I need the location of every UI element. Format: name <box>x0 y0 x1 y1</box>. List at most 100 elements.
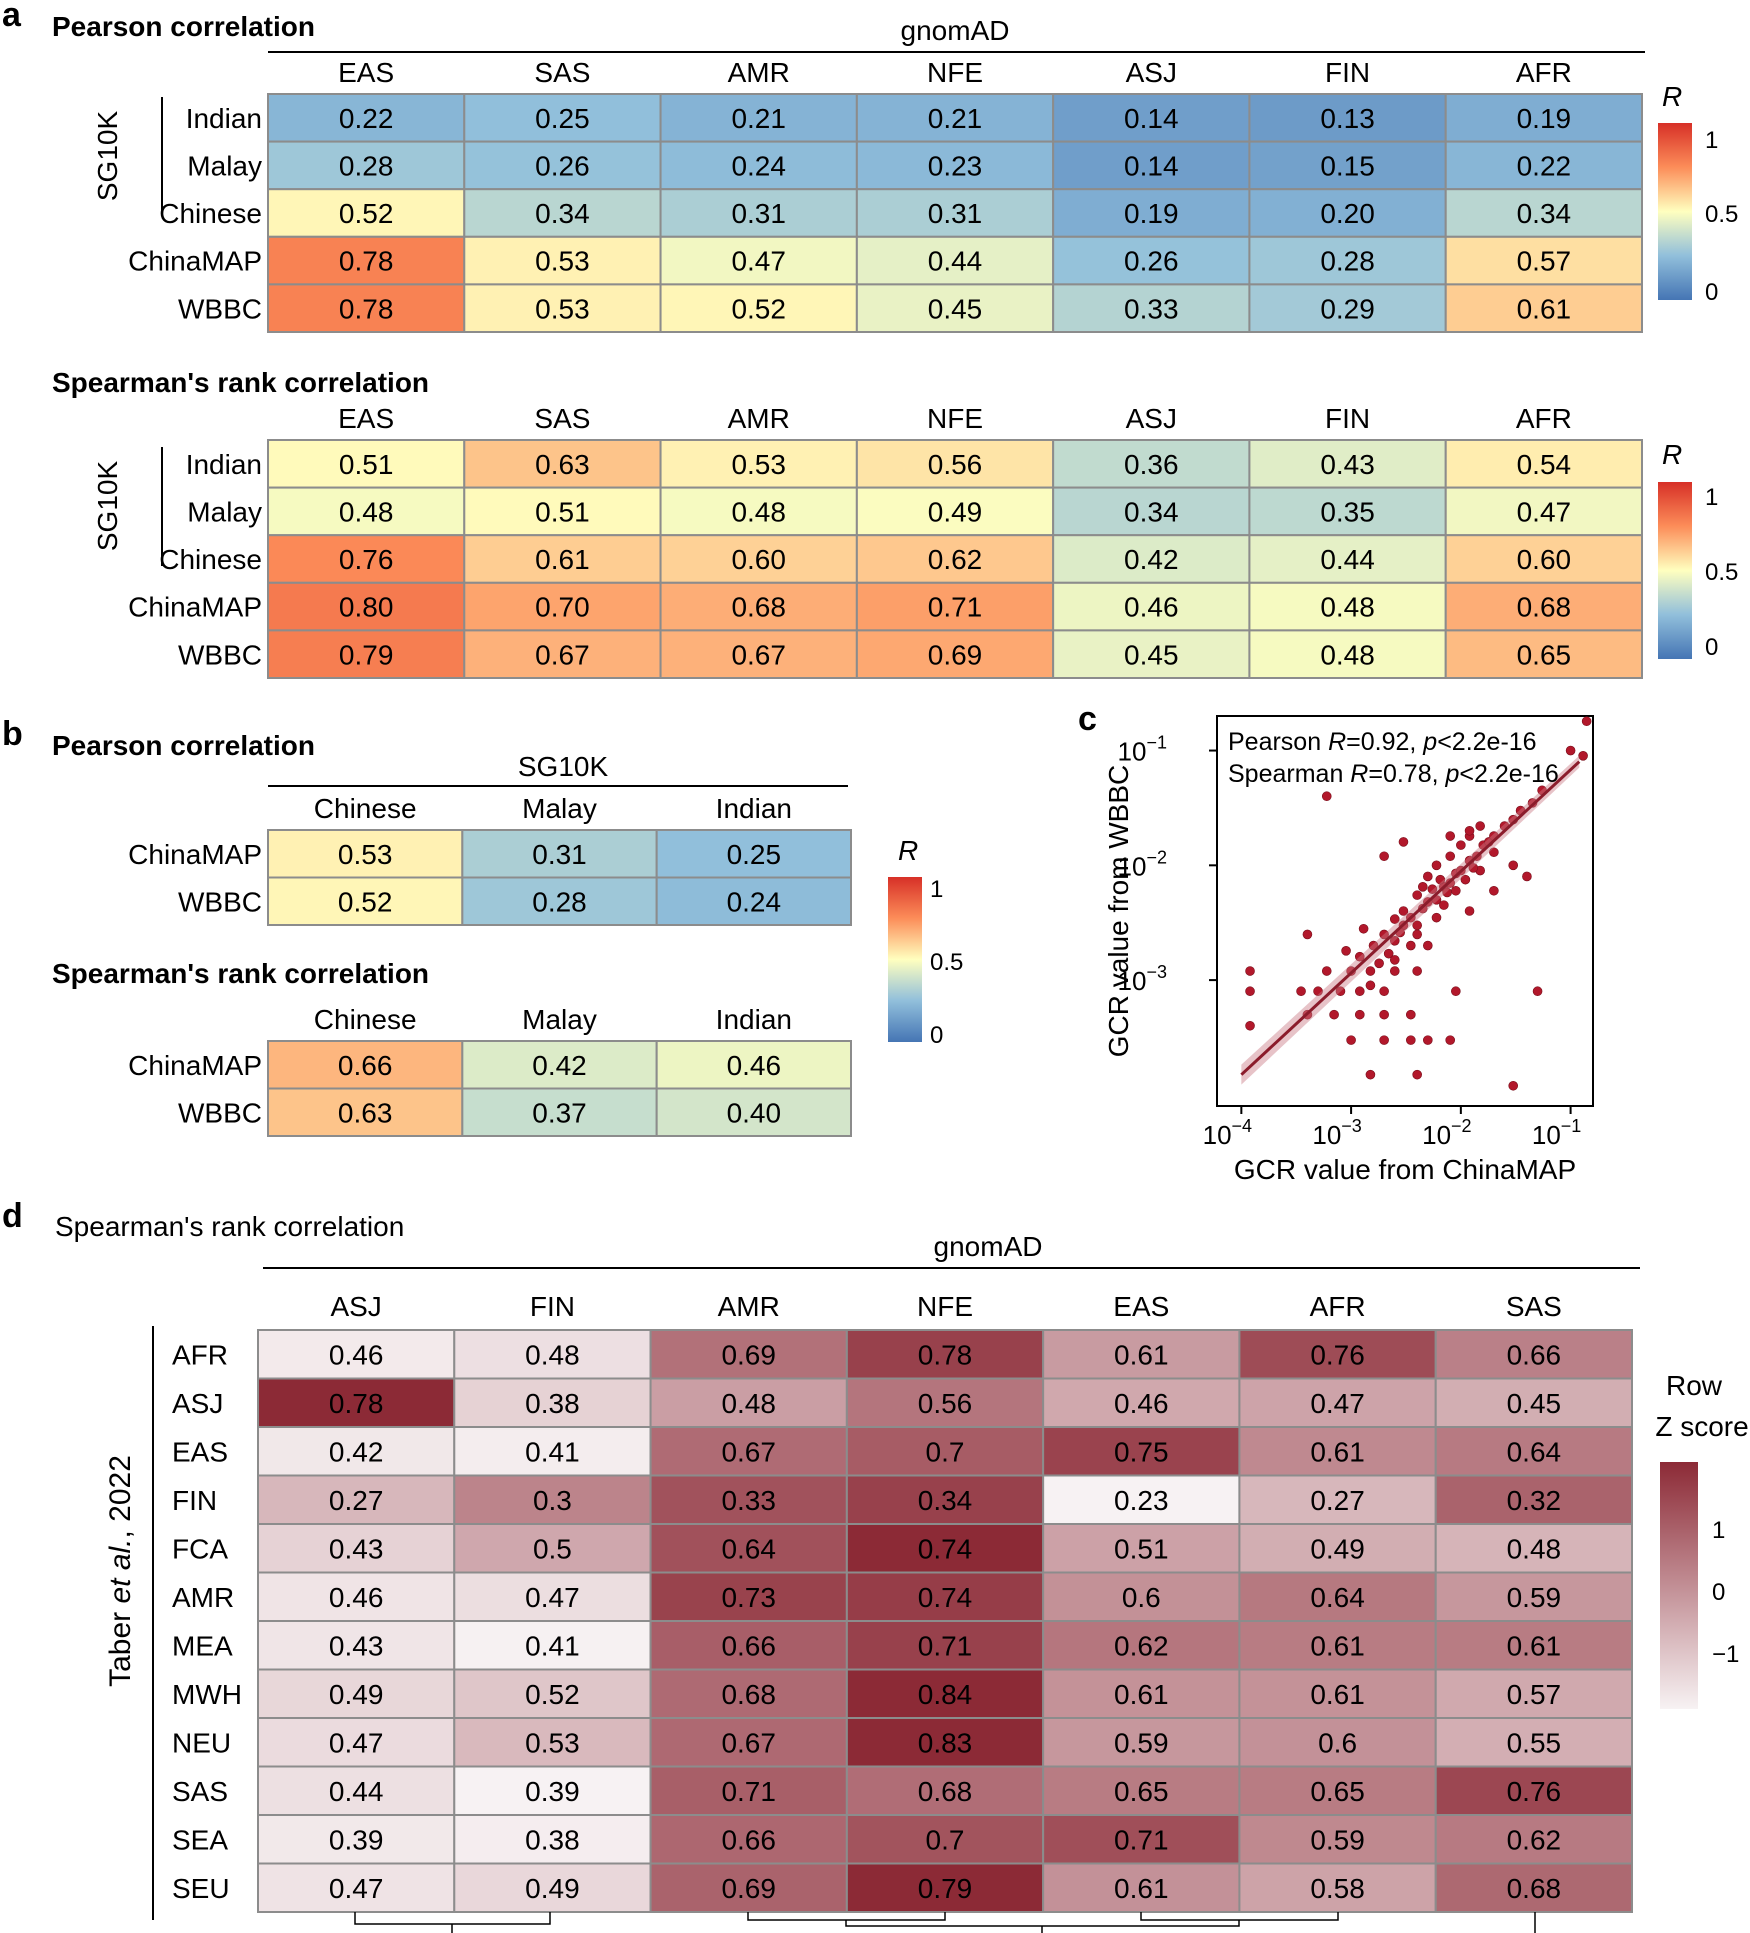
column-label: NFE <box>917 1291 973 1322</box>
scatter-point <box>1329 1009 1339 1020</box>
heatmap-cell <box>1444 629 1643 680</box>
row-label: ChinaMAP <box>128 1050 262 1081</box>
cell-value-label: 0.48 <box>721 1388 776 1419</box>
heatmap-cell <box>257 1668 456 1719</box>
x-tick-label: 10−2 <box>1422 1116 1471 1150</box>
cell-value-label: 0.71 <box>1114 1824 1169 1855</box>
scatter-point <box>1374 958 1384 969</box>
cell-value-label: 0.28 <box>339 150 394 181</box>
heatmap-cell <box>1238 1329 1437 1380</box>
cell-value-label: 0.15 <box>1320 150 1375 181</box>
scatter-point <box>1406 1009 1416 1020</box>
heatmap-cell <box>659 140 858 191</box>
x-tick-label: 10−1 <box>1532 1116 1581 1150</box>
scatter-point <box>1456 840 1466 850</box>
cell-value-label: 0.6 <box>1318 1727 1357 1758</box>
cell-value-label: 0.41 <box>525 1436 580 1467</box>
heatmap-cell <box>649 1426 848 1477</box>
cell-value-label: 0.19 <box>1124 198 1179 229</box>
scatter-point <box>1522 871 1532 882</box>
cell-value-label: 0.48 <box>731 496 786 527</box>
scatter-point <box>1354 1009 1365 1020</box>
stat-pearson: Pearson R=0.92, p<2.2e-16 <box>1228 728 1537 756</box>
heatmap-cell <box>267 439 466 489</box>
cell-value-label: 0.47 <box>1517 496 1572 527</box>
scatter-point <box>1245 966 1255 976</box>
cell-value-label: 0.44 <box>329 1776 384 1807</box>
cell-value-label: 0.79 <box>918 1873 973 1904</box>
cell-value-label: 0.45 <box>1124 639 1179 670</box>
cell-value-label: 0.67 <box>535 639 590 670</box>
column-label: AFR <box>1516 403 1572 434</box>
legend-b-tick: 0 <box>930 1022 943 1049</box>
cell-value-label: 0.42 <box>1124 544 1179 575</box>
dendrogram-branch-sas-join <box>1041 1912 1536 1933</box>
heatmap-cell <box>1042 1717 1241 1768</box>
legend-a-bottom-tick: 0.5 <box>1705 559 1738 586</box>
cell-value-label: 0.53 <box>525 1727 580 1758</box>
heatmap-cell <box>845 1474 1045 1525</box>
cell-value-label: 0.66 <box>1507 1339 1562 1370</box>
column-label: ASJ <box>330 1291 381 1322</box>
scatter-point <box>1445 851 1456 862</box>
heatmap-cell <box>463 629 662 680</box>
heatmap-cell <box>453 1523 652 1574</box>
scatter-point <box>1578 751 1588 761</box>
cell-value-label: 0.52 <box>338 886 393 917</box>
cell-value-label: 0.24 <box>731 150 786 181</box>
column-label: FIN <box>1325 403 1370 434</box>
cell-value-label: 0.34 <box>535 198 590 229</box>
legend-b: R 1 0.5 0 <box>888 835 963 1049</box>
cell-value-label: 0.22 <box>339 103 394 134</box>
cell-value-label: 0.83 <box>918 1727 973 1758</box>
panel-b-sg10k-header: SG10K <box>518 751 609 782</box>
scatter-point <box>1412 1069 1422 1080</box>
column-label: Indian <box>716 793 792 824</box>
dendrogram-branch-amr-nfe <box>747 1912 946 1921</box>
cell-value-label: 0.66 <box>338 1050 393 1081</box>
column-label: Chinese <box>314 793 417 824</box>
row-label: SEA <box>172 1824 228 1855</box>
panel-b-letter: b <box>2 715 23 753</box>
legend-a-top-tick: 0.5 <box>1705 201 1738 228</box>
heatmap-cell <box>845 1329 1045 1380</box>
heatmap-cell <box>453 1814 652 1865</box>
cell-value-label: 0.63 <box>338 1097 393 1128</box>
heatmap-cell <box>1434 1620 1633 1671</box>
panel-d-gnomad-header: gnomAD <box>934 1231 1043 1262</box>
cell-value-label: 0.78 <box>329 1388 384 1419</box>
legend-b-tick: 1 <box>930 876 943 903</box>
cell-value-label: 0.66 <box>721 1824 776 1855</box>
heatmap-cell <box>453 1862 652 1913</box>
cell-value-label: 0.52 <box>731 293 786 324</box>
heatmap-cell <box>1052 188 1251 238</box>
cell-value-label: 0.65 <box>1114 1776 1169 1807</box>
row-label: WBBC <box>178 886 262 917</box>
scatter-point <box>1431 860 1442 871</box>
cell-value-label: 0.46 <box>329 1582 384 1613</box>
heatmap-cell <box>1434 1523 1633 1574</box>
cell-value-label: 0.62 <box>1507 1824 1562 1855</box>
cell-value-label: 0.61 <box>1114 1873 1169 1904</box>
cell-value-label: 0.31 <box>731 198 786 229</box>
panel-c: c 10−4 10−3 10−2 10−1 10−1 10−2 10−3 Pearson … <box>1078 700 1594 1185</box>
cell-value-label: 0.48 <box>1320 592 1375 623</box>
cell-value-label: 0.74 <box>918 1533 973 1564</box>
cell-value-label: 0.34 <box>1124 496 1179 527</box>
row-label: WBBC <box>178 293 262 324</box>
cell-value-label: 0.76 <box>1310 1339 1365 1370</box>
row-label: WBBC <box>178 1097 262 1128</box>
legend-a-bottom-title: R <box>1662 439 1682 470</box>
column-label: AMR <box>728 403 790 434</box>
heatmap-cell <box>1444 93 1643 143</box>
panel-c-letter: c <box>1078 700 1097 738</box>
scatter-point <box>1412 890 1422 900</box>
heatmap-cell <box>655 829 853 879</box>
heatmap-cell <box>1434 1668 1633 1719</box>
scatter-point <box>1435 874 1446 885</box>
cell-value-label: 0.3 <box>533 1485 572 1516</box>
legend-a-bottom-tick: 1 <box>1705 484 1718 511</box>
heatmap-cell <box>659 235 858 286</box>
x-axis-ticks: 10−4 10−3 10−2 10−1 <box>1203 1106 1581 1150</box>
heatmap-cell <box>453 1474 652 1525</box>
